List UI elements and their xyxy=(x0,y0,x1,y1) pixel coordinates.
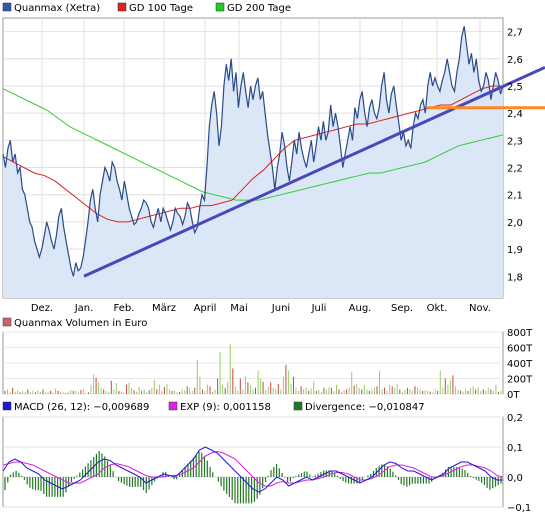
price-x-tick: April xyxy=(194,303,217,314)
macd-y-tick: 0,1 xyxy=(507,443,523,454)
macd-y-tick: −0,1 xyxy=(507,503,531,514)
volume-y-tick: 600T xyxy=(507,344,533,355)
legend-swatch-quanmax xyxy=(2,2,12,12)
price-y-tick: 1,9 xyxy=(507,245,523,256)
legend-label-gd200: GD 200 Tage xyxy=(227,3,291,14)
legend-swatch-macd xyxy=(2,401,12,411)
price-y-tick: 2,0 xyxy=(507,218,523,229)
volume-bars xyxy=(4,344,502,394)
price-area-fill xyxy=(3,26,503,298)
trendline-support xyxy=(83,66,545,278)
price-y-tick: 2,1 xyxy=(507,191,523,202)
price-y-tick: 2,2 xyxy=(507,164,523,175)
price-y-tick: 2,5 xyxy=(507,82,523,93)
price-y-tick: 2,6 xyxy=(507,55,523,66)
volume-y-tick: 0T xyxy=(507,390,520,401)
legend-label-quanmax: Quanmax (Xetra) xyxy=(14,3,100,14)
price-y-tick: 2,4 xyxy=(507,109,523,120)
price-x-tick: Juli xyxy=(311,303,327,314)
price-x-tick: Nov. xyxy=(469,303,491,314)
volume-y-tick: 200T xyxy=(507,375,533,386)
legend-swatch-divergence xyxy=(293,401,303,411)
price-x-tick: Aug. xyxy=(349,303,372,314)
price-y-axis: 2,7 2,6 2,5 2,4 2,3 2,2 2,1 2,0 1,9 1,8 xyxy=(507,28,523,284)
price-x-tick: Okt. xyxy=(427,303,448,314)
legend-label-exp: EXP (9): 0,001158 xyxy=(180,402,271,413)
price-x-tick: Feb. xyxy=(114,303,135,314)
macd-grid xyxy=(3,416,503,508)
volume-legend: Quanmax Volumen in Euro xyxy=(2,317,147,329)
legend-swatch-gd100 xyxy=(117,2,127,12)
price-x-tick: Dez. xyxy=(31,303,53,314)
macd-lines xyxy=(2,446,504,493)
price-y-tick: 2,7 xyxy=(507,28,523,39)
price-x-tick: Mai xyxy=(230,303,248,314)
price-x-tick: Juni xyxy=(271,303,290,314)
volume-panel: Quanmax Volumen in Euro 800T 600T 400T 200T… xyxy=(2,317,533,401)
price-x-tick: Sep. xyxy=(391,303,413,314)
legend-swatch-exp xyxy=(168,401,178,411)
macd-plot-area xyxy=(2,416,504,508)
price-panel: Quanmax (Xetra) GD 100 Tage GD 200 Tage … xyxy=(2,2,545,314)
macd-line xyxy=(2,446,503,493)
legend-swatch-gd200 xyxy=(215,2,225,12)
legend-label-macd: MACD (26, 12): −0,009689 xyxy=(14,402,149,413)
price-y-tick: 1,8 xyxy=(507,272,523,283)
macd-y-axis: 0,2 0,1 0,0 −0,1 xyxy=(507,413,531,514)
legend-label-gd100: GD 100 Tage xyxy=(129,3,193,14)
price-line-quanmax xyxy=(2,26,504,277)
legend-swatch-volume xyxy=(2,317,12,327)
macd-y-tick: 0,0 xyxy=(507,473,523,484)
volume-y-tick: 400T xyxy=(507,359,533,370)
price-x-tick: Jan. xyxy=(74,303,94,314)
price-annotations xyxy=(83,66,545,278)
price-x-tick: März xyxy=(152,303,176,314)
macd-divergence-bars xyxy=(4,450,502,504)
exp-line xyxy=(2,450,504,487)
volume-y-axis: 800T 600T 400T 200T 0T xyxy=(507,328,533,401)
price-area xyxy=(3,26,503,298)
price-x-axis: Dez. Jan. Feb. März April Mai Juni Juli Aug. Sep.… xyxy=(31,303,491,314)
macd-y-tick: 0,2 xyxy=(507,413,523,424)
legend-label-divergence: Divergence: −0,010847 xyxy=(305,402,425,413)
macd-legend: MACD (26, 12): −0,009689 EXP (9): 0,0011… xyxy=(2,401,425,413)
price-y-tick: 2,3 xyxy=(507,136,523,147)
legend-label-volume: Quanmax Volumen in Euro xyxy=(14,318,147,329)
macd-panel: MACD (26, 12): −0,009689 EXP (9): 0,0011… xyxy=(2,401,531,514)
price-legend: Quanmax (Xetra) GD 100 Tage GD 200 Tage xyxy=(2,2,291,14)
volume-y-tick: 800T xyxy=(507,328,533,339)
